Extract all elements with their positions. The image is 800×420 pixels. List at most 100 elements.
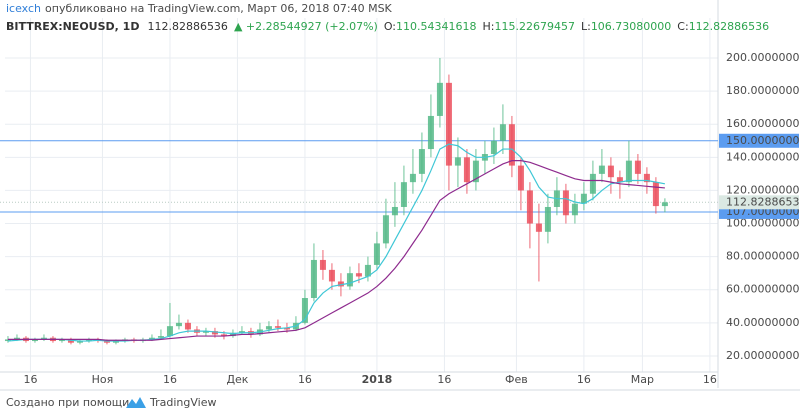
ohlc-value: 112.82886536 (689, 20, 769, 33)
y-tick-label: 180.00000000 (726, 84, 800, 97)
logo-icon (126, 397, 146, 408)
candle-body (220, 334, 227, 337)
candle-body (652, 182, 659, 207)
header-line2: BITTREX:NEOUSD, 1D 112.82886536 ▲ +2.28544… (6, 20, 769, 33)
candle-body (382, 215, 389, 244)
y-tick-label: 80.00000000 (726, 250, 799, 263)
ohlc-value: 106.73080000 (591, 20, 671, 33)
plot: 20.00000000 40.00000000 60.00000000 80.0000… (0, 0, 800, 388)
candle-body (625, 160, 632, 183)
candle-body (580, 193, 587, 204)
ohlc-key: H: (483, 20, 495, 33)
candle-body (148, 337, 155, 340)
candle-body (463, 157, 470, 183)
moving-average (7, 143, 666, 342)
candle-body (535, 223, 542, 232)
y-tick-label: 40.00000000 (726, 316, 799, 329)
candle-body (454, 157, 461, 166)
price: 112.82886536 (147, 20, 227, 33)
ohlc-key: C: (677, 20, 688, 33)
x-tick-label: 16 (23, 373, 37, 386)
ohlc-value: 110.54341618 (396, 20, 476, 33)
moving-average (7, 160, 665, 341)
ohlc: O:110.54341618 H:115.22679457 L:106.730800… (384, 20, 769, 33)
candle-body (364, 264, 371, 277)
footer-brand[interactable]: TradingView (149, 396, 216, 409)
x-tick-label: 16 (577, 373, 591, 386)
candle-body (346, 273, 353, 287)
candle-body (490, 140, 497, 155)
candle-body (337, 281, 344, 287)
candle-body (526, 190, 533, 224)
candle-body (634, 160, 641, 174)
candle-body (355, 273, 362, 277)
x-tick-label: 16 (163, 373, 177, 386)
symbol: BITTREX:NEOUSD, 1D (6, 20, 139, 33)
ohlc-key: O: (384, 20, 396, 33)
x-tick-label: 2018 (362, 373, 393, 386)
footer-text: Создано при помощи (6, 396, 129, 409)
candle-body (166, 326, 173, 337)
candle-body (265, 326, 272, 330)
x-tick-label: 16 (298, 373, 312, 386)
candle-body (328, 269, 335, 282)
y-tick-label: 140.00000000 (726, 150, 800, 163)
candle-body (202, 331, 209, 333)
candle-body (4, 339, 11, 342)
y-tick-label: 200.00000000 (726, 51, 800, 64)
candle-body (103, 341, 110, 343)
candle-body (445, 82, 452, 166)
y-tick-label: 100.00000000 (726, 217, 800, 230)
candle-body (76, 341, 83, 343)
x-tick-label: 16 (437, 373, 451, 386)
candle-body (400, 182, 407, 207)
candle-body (607, 165, 614, 178)
candle-body (157, 336, 164, 338)
candle-body (409, 173, 416, 183)
candle-body (589, 173, 596, 194)
candle-body (661, 202, 668, 207)
candle-body (13, 337, 20, 340)
y-tick-label: 60.00000000 (726, 283, 799, 296)
candle-body (499, 124, 506, 141)
candle-body (58, 339, 65, 342)
candle-body (517, 165, 524, 191)
candle-body (598, 165, 605, 174)
x-tick-label: Мар (631, 373, 654, 386)
x-tick-label: Фев (505, 373, 528, 386)
candle-body (373, 243, 380, 265)
candle-body (40, 337, 47, 340)
candle-body (310, 259, 317, 299)
candle-body (472, 160, 479, 183)
candle-body (319, 259, 326, 270)
x-tick-label: Дек (226, 373, 248, 386)
candle-body (544, 206, 551, 232)
candle-body (391, 206, 398, 216)
candle-body (31, 339, 38, 342)
candle-body (508, 124, 515, 166)
candle-body (85, 339, 92, 342)
last-price-box (719, 195, 799, 210)
x-tick-label: 16 (703, 373, 717, 386)
y-tick-label: 120.00000000 (726, 183, 800, 196)
ohlc-value: 115.22679457 (494, 20, 574, 33)
candle-body (301, 298, 308, 323)
tv-logo[interactable]: TradingView (126, 396, 216, 409)
header-line1: icexch опубликовано на TradingView.com, М… (6, 2, 393, 15)
candle-body (436, 82, 443, 116)
candle-body (418, 149, 425, 174)
author[interactable]: icexch (6, 2, 41, 15)
price-label: 150.00000000 (726, 134, 800, 147)
candle-body (427, 115, 434, 150)
candle-body (616, 177, 623, 183)
candle-body (211, 331, 218, 335)
candle-body (175, 322, 182, 327)
candle-body (562, 190, 569, 216)
x-tick-label: Ноя (92, 373, 114, 386)
candle-body (238, 331, 245, 333)
candle-body (643, 173, 650, 183)
candle-body (571, 203, 578, 216)
last-price-label: 112.82886536 (726, 195, 800, 208)
